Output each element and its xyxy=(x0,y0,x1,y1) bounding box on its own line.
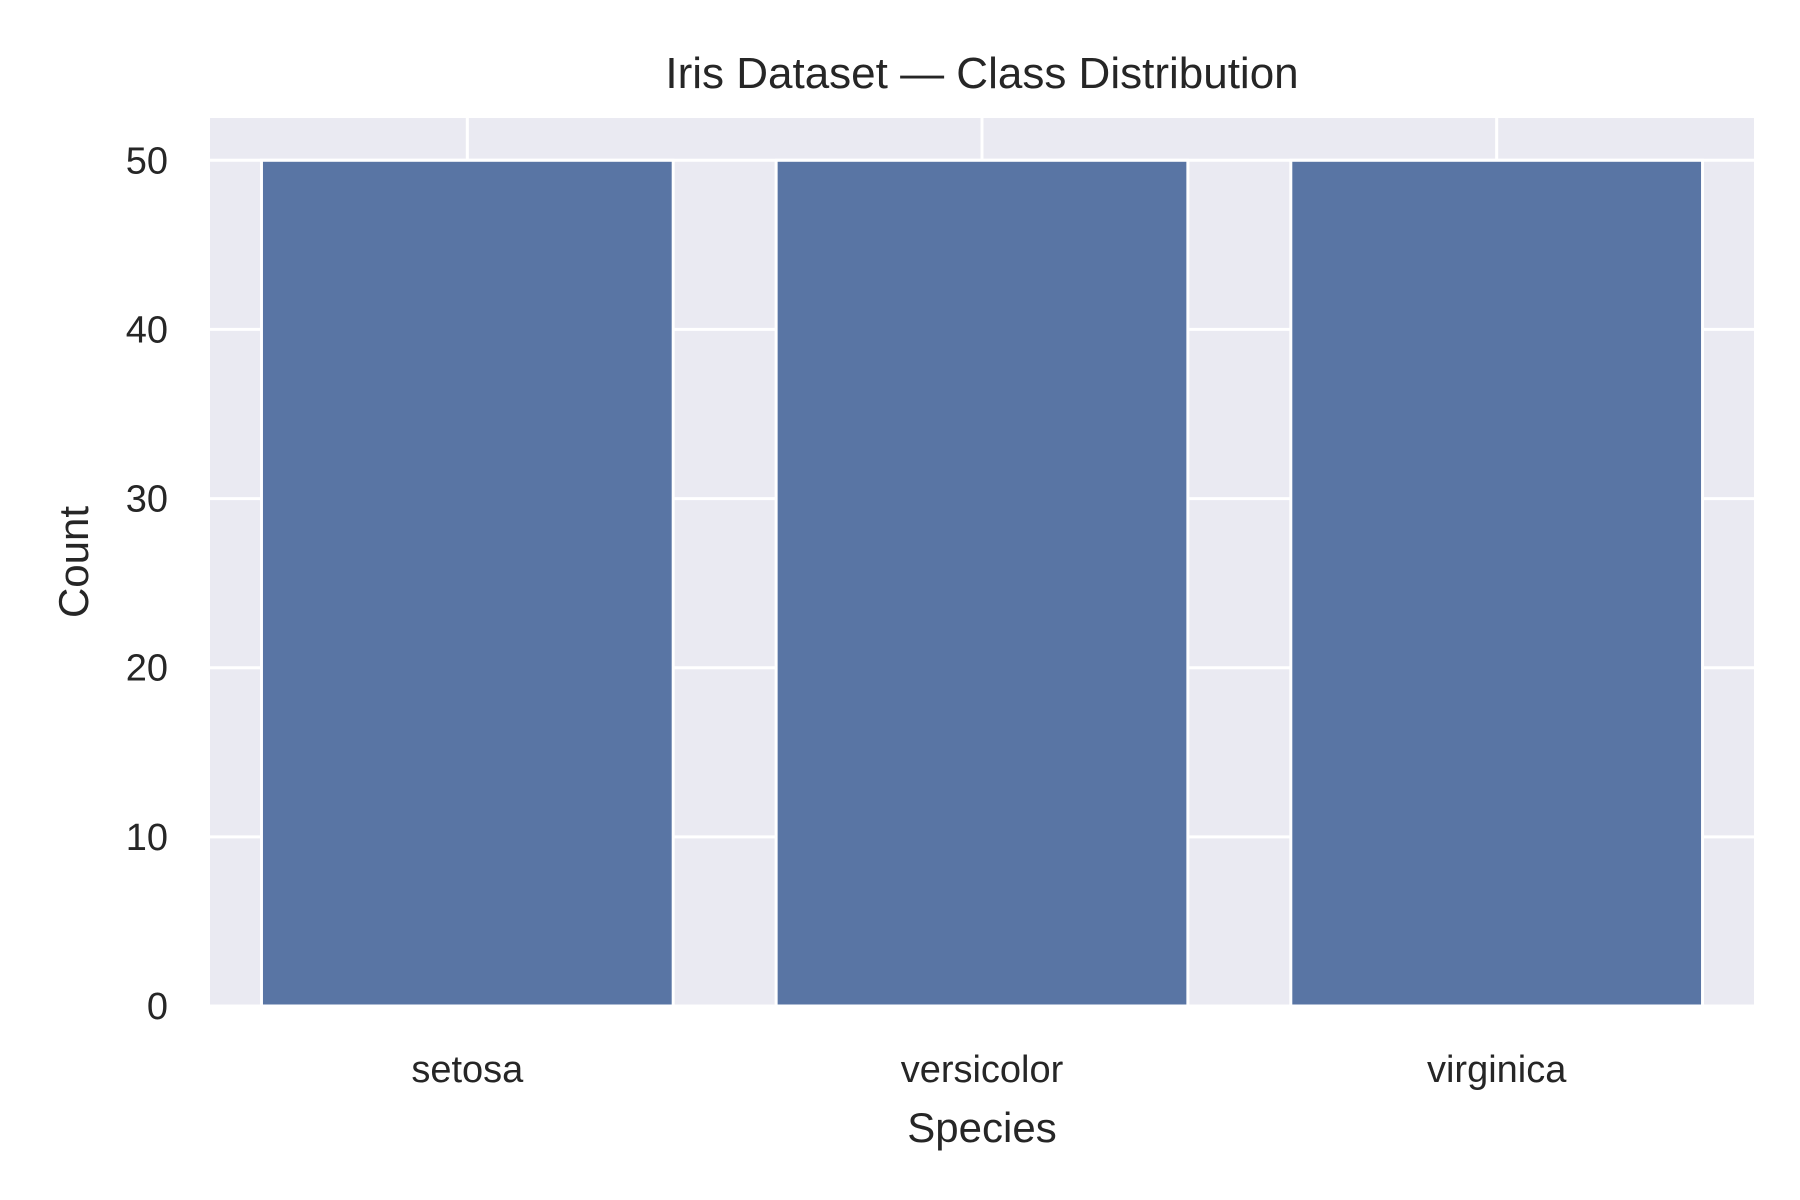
y-tick-label: 20 xyxy=(126,648,168,690)
y-tick-labels: 0 10 20 30 40 50 xyxy=(126,140,168,1028)
bar-versicolor xyxy=(774,158,1190,1008)
y-tick-label: 40 xyxy=(126,309,168,351)
bars xyxy=(259,158,1705,1008)
x-tick-label-virginica: virginica xyxy=(1427,1049,1567,1091)
y-tick-label: 50 xyxy=(126,140,168,182)
bar-setosa xyxy=(259,158,675,1008)
y-tick-label: 0 xyxy=(147,986,168,1028)
chart-title: Iris Dataset — Class Distribution xyxy=(665,49,1298,98)
y-tick-label: 30 xyxy=(126,479,168,521)
y-axis-label: Count xyxy=(50,506,97,618)
x-axis-label: Species xyxy=(907,1104,1056,1151)
x-tick-labels: setosa versicolor virginica xyxy=(411,1049,1567,1091)
x-tick-label-versicolor: versicolor xyxy=(901,1049,1064,1091)
x-tick-label-setosa: setosa xyxy=(411,1049,524,1091)
y-tick-label: 10 xyxy=(126,817,168,859)
bar-virginica xyxy=(1289,158,1705,1008)
